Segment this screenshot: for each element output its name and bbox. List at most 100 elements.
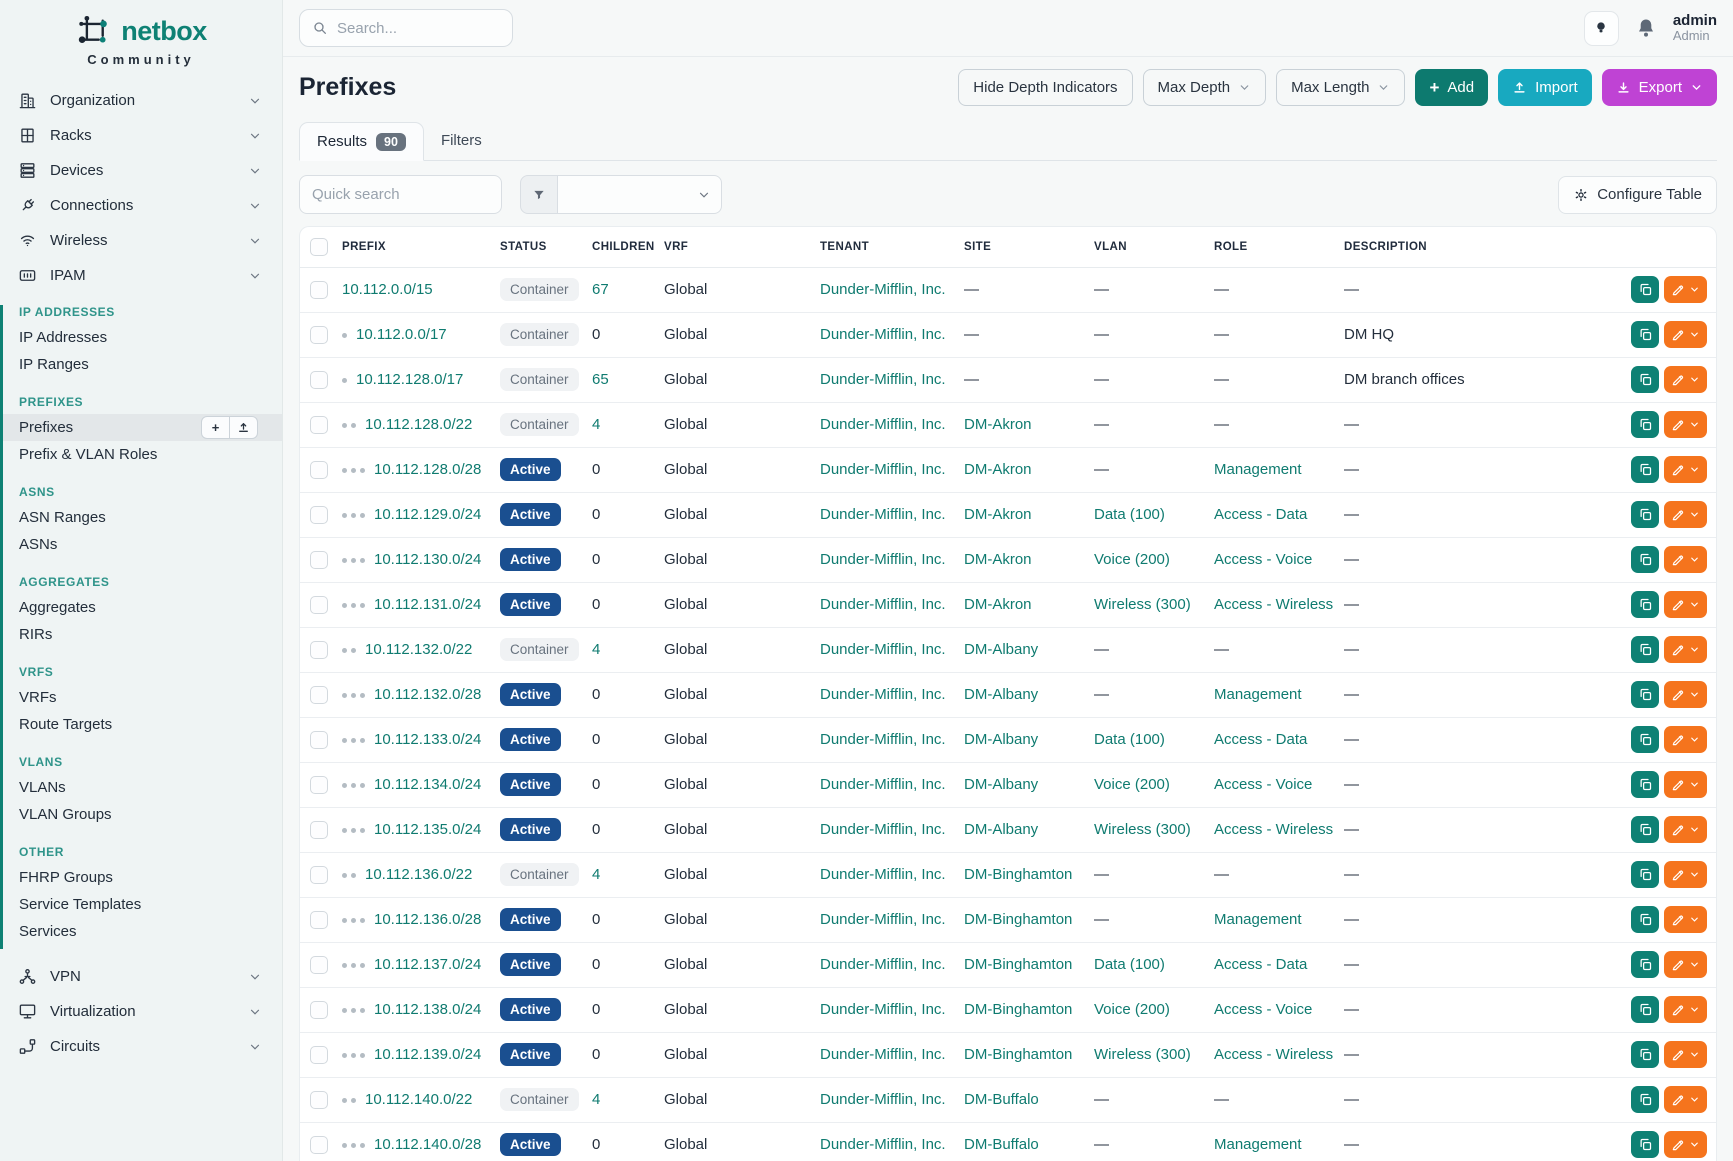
user-menu[interactable]: admin Admin xyxy=(1673,12,1717,44)
clone-button[interactable] xyxy=(1631,681,1659,708)
edit-dropdown-button[interactable] xyxy=(1664,681,1707,708)
tenant-link[interactable]: Dunder-Mifflin, Inc. xyxy=(820,866,946,883)
row-checkbox[interactable] xyxy=(310,776,328,794)
row-checkbox[interactable] xyxy=(310,866,328,884)
clone-button[interactable] xyxy=(1631,636,1659,663)
edit-dropdown-button[interactable] xyxy=(1664,276,1707,303)
edit-dropdown-button[interactable] xyxy=(1664,816,1707,843)
row-checkbox[interactable] xyxy=(310,326,328,344)
site-link[interactable]: DM-Albany xyxy=(964,731,1038,748)
prefix-link[interactable]: 10.112.128.0/22 xyxy=(365,416,472,433)
edit-dropdown-button[interactable] xyxy=(1664,366,1707,393)
export-dropdown-button[interactable]: Export xyxy=(1602,69,1717,106)
select-all-checkbox[interactable] xyxy=(310,238,328,256)
tenant-link[interactable]: Dunder-Mifflin, Inc. xyxy=(820,911,946,928)
site-link[interactable]: DM-Akron xyxy=(964,551,1032,568)
vlan-link[interactable]: Voice (200) xyxy=(1094,1001,1170,1018)
site-link[interactable]: DM-Binghamton xyxy=(964,866,1072,883)
sidebar-item-connections[interactable]: Connections xyxy=(0,188,282,223)
sidebar-item-prefixes[interactable]: Prefixes + xyxy=(3,414,282,441)
role-link[interactable]: Access - Wireless xyxy=(1214,596,1333,613)
sidebar-item-rirs[interactable]: RIRs xyxy=(3,621,282,648)
row-checkbox[interactable] xyxy=(310,731,328,749)
prefix-link[interactable]: 10.112.128.0/17 xyxy=(356,371,463,388)
site-link[interactable]: DM-Binghamton xyxy=(964,1001,1072,1018)
vlan-link[interactable]: Wireless (300) xyxy=(1094,596,1191,613)
tenant-link[interactable]: Dunder-Mifflin, Inc. xyxy=(820,461,946,478)
edit-dropdown-button[interactable] xyxy=(1664,636,1707,663)
edit-dropdown-button[interactable] xyxy=(1664,501,1707,528)
prefix-link[interactable]: 10.112.139.0/24 xyxy=(374,1046,481,1063)
column-header-vlan[interactable]: VLAN xyxy=(1094,227,1214,267)
role-link[interactable]: Access - Voice xyxy=(1214,1001,1312,1018)
vlan-link[interactable]: Wireless (300) xyxy=(1094,1046,1191,1063)
role-link[interactable]: Management xyxy=(1214,686,1302,703)
prefix-link[interactable]: 10.112.132.0/22 xyxy=(365,641,472,658)
column-header-tenant[interactable]: TENANT xyxy=(820,227,964,267)
edit-dropdown-button[interactable] xyxy=(1664,321,1707,348)
role-link[interactable]: Access - Wireless xyxy=(1214,821,1333,838)
edit-dropdown-button[interactable] xyxy=(1664,456,1707,483)
edit-dropdown-button[interactable] xyxy=(1664,1041,1707,1068)
clone-button[interactable] xyxy=(1631,906,1659,933)
prefix-link[interactable]: 10.112.128.0/28 xyxy=(374,461,481,478)
sidebar-item-route-targets[interactable]: Route Targets xyxy=(3,711,282,738)
prefix-link[interactable]: 10.112.133.0/24 xyxy=(374,731,481,748)
row-checkbox[interactable] xyxy=(310,416,328,434)
tenant-link[interactable]: Dunder-Mifflin, Inc. xyxy=(820,596,946,613)
vlan-link[interactable]: Data (100) xyxy=(1094,731,1165,748)
sidebar-item-asn-ranges[interactable]: ASN Ranges xyxy=(3,504,282,531)
sidebar-item-devices[interactable]: Devices xyxy=(0,153,282,188)
clone-button[interactable] xyxy=(1631,816,1659,843)
row-checkbox[interactable] xyxy=(310,506,328,524)
clone-button[interactable] xyxy=(1631,276,1659,303)
column-header-vrf[interactable]: VRF xyxy=(664,227,820,267)
role-link[interactable]: Access - Wireless xyxy=(1214,1046,1333,1063)
clone-button[interactable] xyxy=(1631,771,1659,798)
prefix-link[interactable]: 10.112.129.0/24 xyxy=(374,506,481,523)
max-depth-dropdown[interactable]: Max Depth xyxy=(1143,69,1267,106)
row-checkbox[interactable] xyxy=(310,551,328,569)
clone-button[interactable] xyxy=(1631,861,1659,888)
row-checkbox[interactable] xyxy=(310,1136,328,1154)
edit-dropdown-button[interactable] xyxy=(1664,546,1707,573)
quick-add-button[interactable]: + xyxy=(201,416,230,439)
tenant-link[interactable]: Dunder-Mifflin, Inc. xyxy=(820,551,946,568)
sidebar-item-ip-addresses[interactable]: IP Addresses xyxy=(3,324,282,351)
site-link[interactable]: DM-Buffalo xyxy=(964,1091,1039,1108)
children-count-link[interactable]: 4 xyxy=(592,641,600,658)
children-count-link[interactable]: 65 xyxy=(592,371,609,388)
sidebar-item-virtualization[interactable]: Virtualization xyxy=(0,994,282,1029)
prefix-link[interactable]: 10.112.0.0/17 xyxy=(356,326,447,343)
row-checkbox[interactable] xyxy=(310,1046,328,1064)
row-checkbox[interactable] xyxy=(310,461,328,479)
role-link[interactable]: Management xyxy=(1214,1136,1302,1153)
prefix-link[interactable]: 10.112.0.0/15 xyxy=(342,281,433,298)
role-link[interactable]: Access - Data xyxy=(1214,956,1307,973)
sidebar-item-racks[interactable]: Racks xyxy=(0,118,282,153)
tenant-link[interactable]: Dunder-Mifflin, Inc. xyxy=(820,1091,946,1108)
tenant-link[interactable]: Dunder-Mifflin, Inc. xyxy=(820,776,946,793)
prefix-link[interactable]: 10.112.132.0/28 xyxy=(374,686,481,703)
vlan-link[interactable]: Wireless (300) xyxy=(1094,821,1191,838)
site-link[interactable]: DM-Albany xyxy=(964,686,1038,703)
clone-button[interactable] xyxy=(1631,456,1659,483)
sidebar-item-wireless[interactable]: Wireless xyxy=(0,223,282,258)
edit-dropdown-button[interactable] xyxy=(1664,906,1707,933)
vlan-link[interactable]: Voice (200) xyxy=(1094,776,1170,793)
quick-import-button[interactable] xyxy=(229,416,258,439)
sidebar-item-vlan-groups[interactable]: VLAN Groups xyxy=(3,801,282,828)
sidebar-item-ip-ranges[interactable]: IP Ranges xyxy=(3,351,282,378)
tenant-link[interactable]: Dunder-Mifflin, Inc. xyxy=(820,956,946,973)
vlan-link[interactable]: Voice (200) xyxy=(1094,551,1170,568)
site-link[interactable]: DM-Buffalo xyxy=(964,1136,1039,1153)
row-checkbox[interactable] xyxy=(310,686,328,704)
tenant-link[interactable]: Dunder-Mifflin, Inc. xyxy=(820,1001,946,1018)
prefix-link[interactable]: 10.112.136.0/22 xyxy=(365,866,472,883)
sidebar-item-organization[interactable]: Organization xyxy=(0,83,282,118)
vlan-link[interactable]: Data (100) xyxy=(1094,506,1165,523)
prefix-link[interactable]: 10.112.137.0/24 xyxy=(374,956,481,973)
row-checkbox[interactable] xyxy=(310,956,328,974)
tab-results[interactable]: Results 90 xyxy=(299,122,424,161)
edit-dropdown-button[interactable] xyxy=(1664,996,1707,1023)
